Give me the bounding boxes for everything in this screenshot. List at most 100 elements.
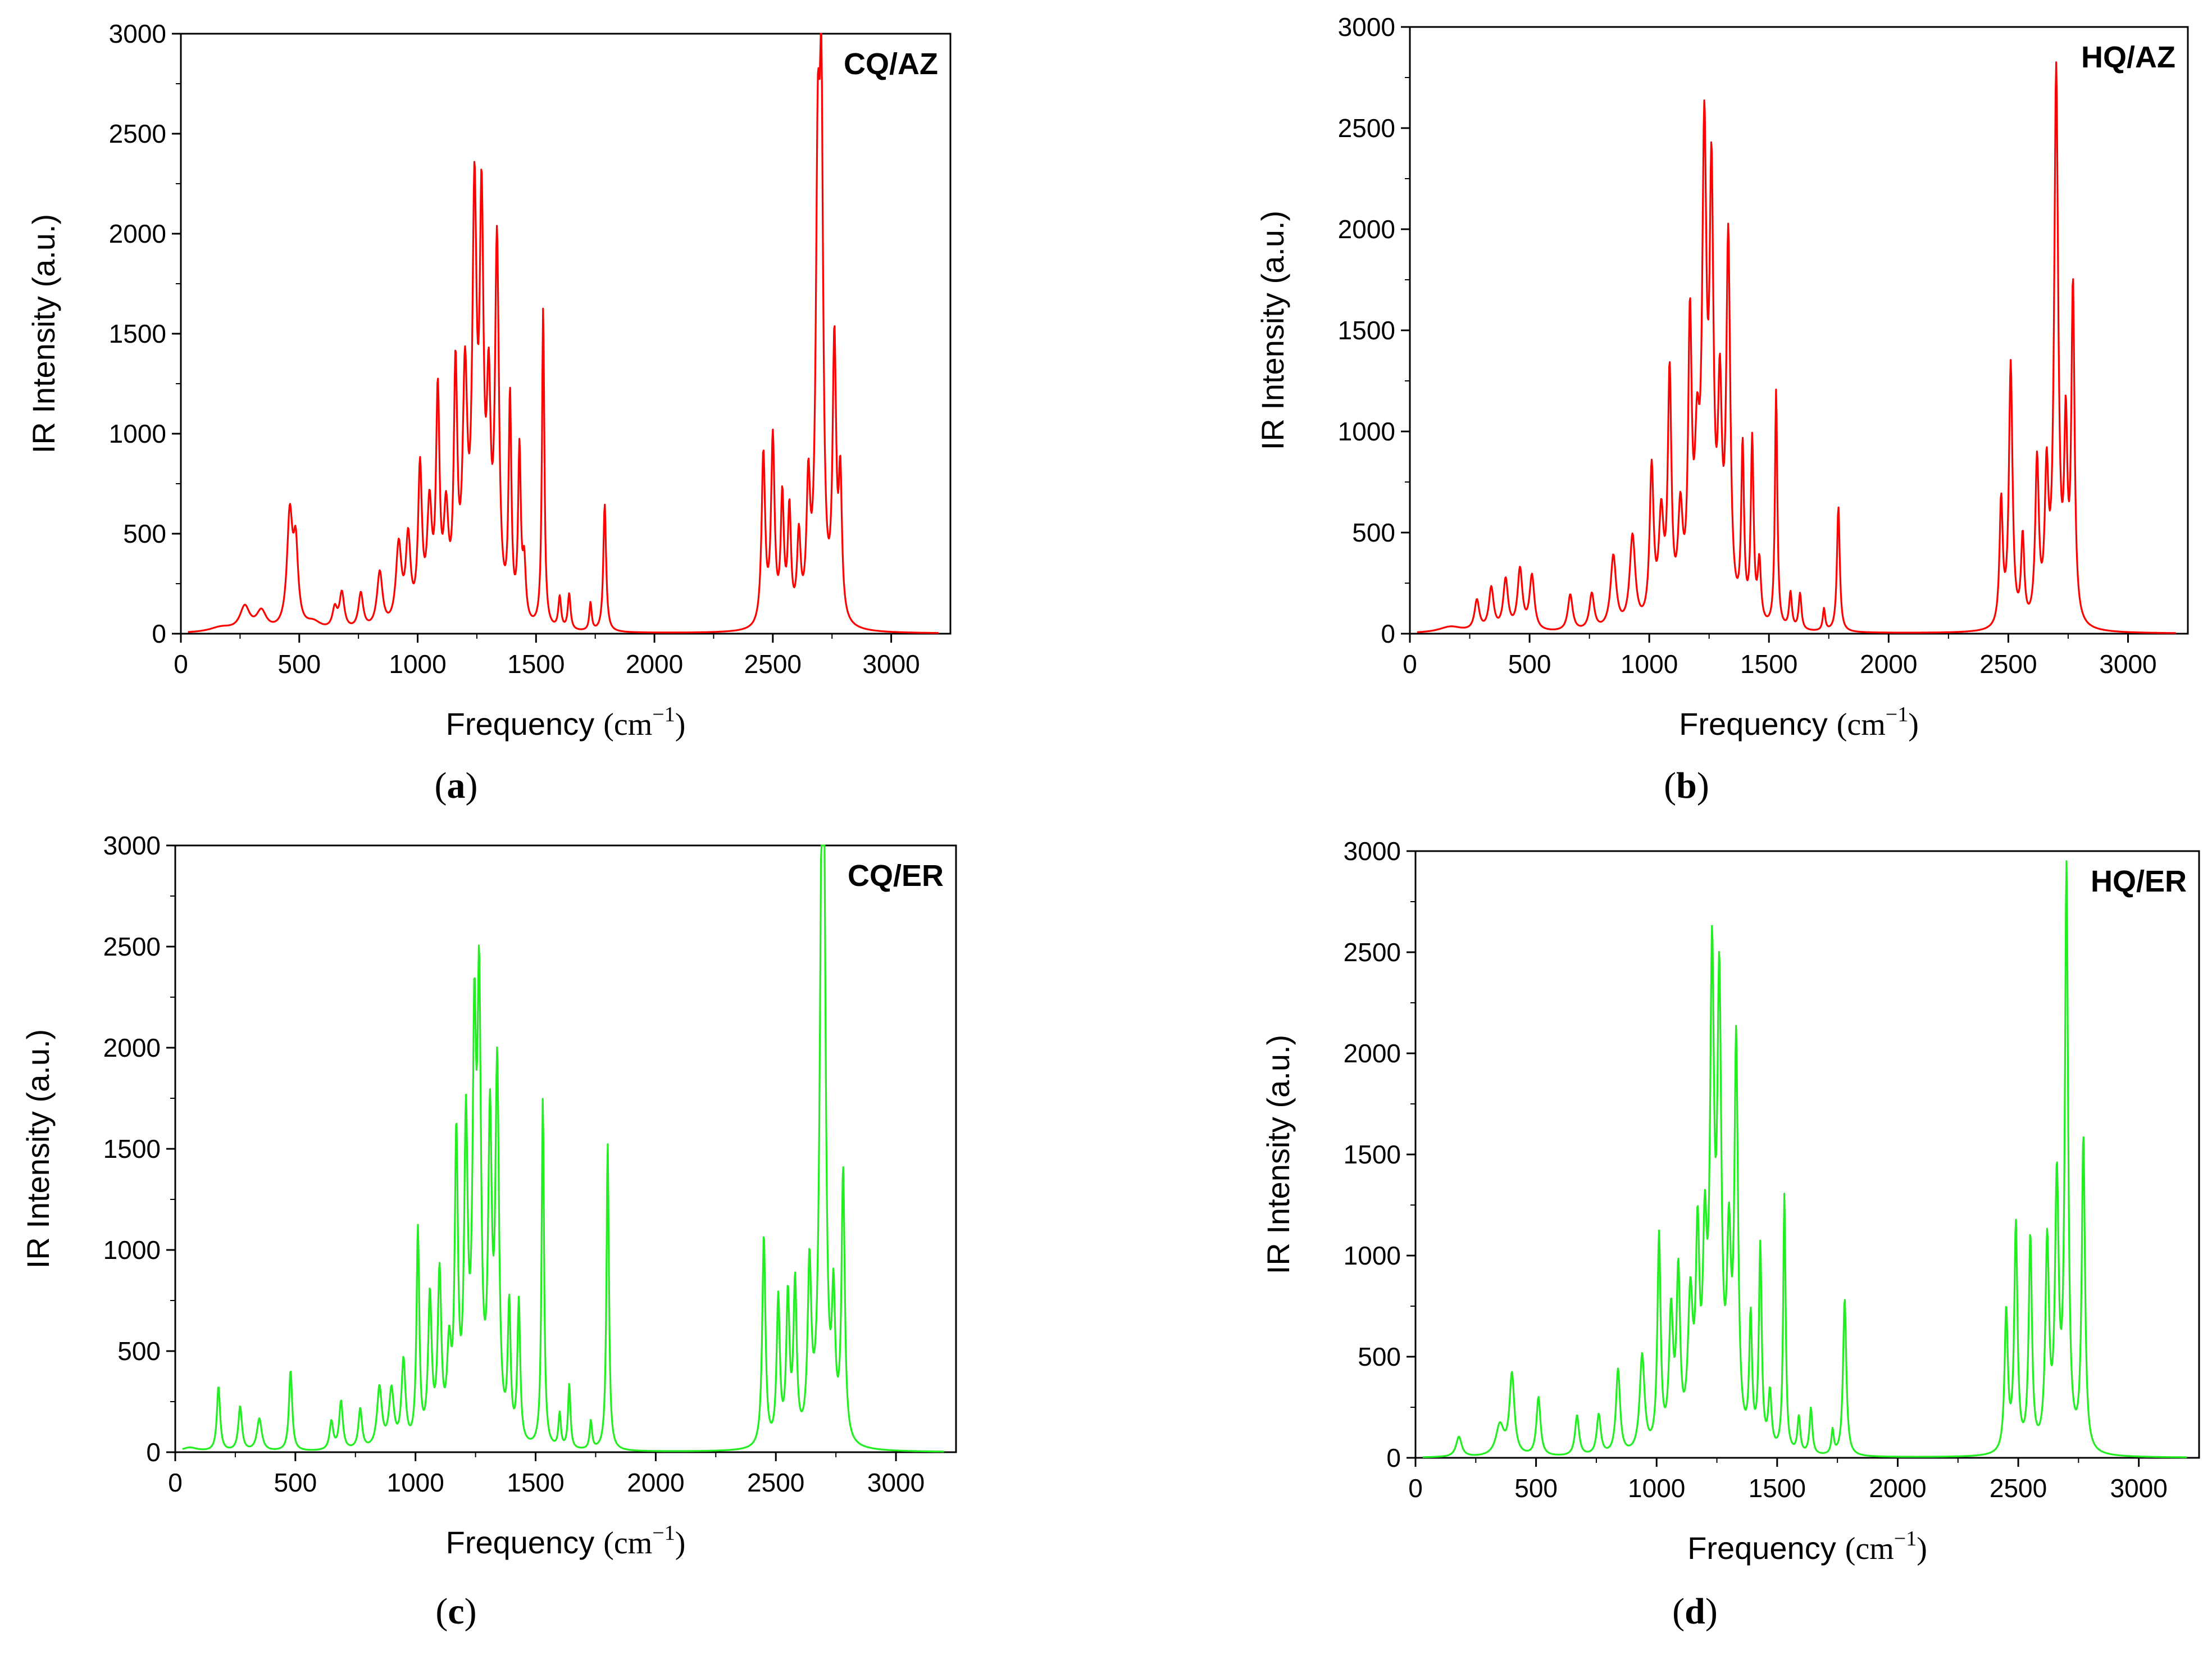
panel-caption: (d) [1672,1591,1718,1632]
y-tick-label: 0 [146,1438,161,1467]
x-axis-label: Frequency (cm−1) [446,1521,686,1561]
x-tick-label: 1500 [507,649,565,679]
y-tick-label: 3000 [103,831,161,860]
x-axis-label-exponent: −1 [652,1521,675,1545]
panel-b: 0 500 1000 1500 2000 2500 3000 0 500 1000 1500 2000… [1255,12,2189,742]
y-tick-label: 1000 [109,419,166,448]
x-axis-label-unit: cm [1855,1531,1894,1566]
y-tick-label: 500 [123,519,166,548]
y-tick-label: 0 [1386,1443,1401,1472]
x-axis-label-close-paren: ) [1917,1531,1927,1566]
x-tick-label: 500 [1508,649,1551,679]
y-tick-label: 3000 [1338,12,1395,42]
x-axis-label-close-paren: ) [675,1526,686,1561]
x-axis-label-text: Frequency [446,706,595,742]
panel-tag: CQ/AZ [844,47,938,81]
x-tick-label: 500 [277,649,321,679]
y-tick-label: 500 [117,1336,161,1366]
x-tick-label: 2000 [1860,649,1917,679]
x-tick-label: 3000 [2099,649,2156,679]
x-axis-label-open-paren: ( [603,1526,614,1561]
x-axis-label-open-paren: ( [1845,1531,1856,1566]
x-tick-label: 1500 [1749,1474,1806,1503]
x-axis-label: Frequency (cm−1) [446,703,686,742]
y-tick-label: 500 [1358,1342,1401,1371]
caption-letter: d [1685,1591,1705,1632]
x-tick-label: 1000 [387,1468,444,1497]
x-axis-label-open-paren: ( [603,707,614,742]
spectrum-line-hq-er [1422,860,2188,1458]
caption-close-paren: ) [1697,765,1709,806]
y-tick-label: 1000 [103,1235,161,1265]
x-tick-label: 1000 [389,649,446,679]
spectrum-line-cq-az [188,33,939,634]
y-tick-label: 1500 [103,1134,161,1163]
y-tick-label: 2500 [1338,113,1395,143]
caption-close-paren: ) [466,765,478,806]
x-tick-label: 1000 [1628,1474,1685,1503]
panel-caption: (a) [435,765,478,806]
caption-open-paren: ( [1664,765,1676,806]
x-tick-label: 3000 [862,649,920,679]
plot-frame [1409,26,2189,635]
y-tick-label: 0 [1381,619,1395,648]
panel-caption: (c) [435,1591,476,1632]
y-tick-label: 1000 [1338,417,1395,446]
panel-c: 0 500 1000 1500 2000 2500 3000 0 500 1000 1500 2000… [20,831,957,1561]
x-axis-label-text: Frequency [1679,706,1828,742]
y-axis-label: IR Intensity (a.u.) [20,1029,56,1268]
x-axis-label-exponent: −1 [1894,1527,1917,1551]
x-axis-label: Frequency (cm−1) [1687,1527,1927,1566]
x-axis-label-open-paren: ( [1837,707,1847,742]
x-tick-label: 3000 [2110,1474,2168,1503]
spectrum-line-cq-er [182,844,945,1453]
y-tick-label: 0 [152,619,166,648]
x-axis-label-unit: cm [614,1526,652,1561]
y-tick-label: 2000 [1338,215,1395,244]
y-tick-label: 3000 [1344,836,1401,866]
x-axis-label-close-paren: ) [675,707,686,742]
caption-letter: c [448,1591,464,1632]
y-tick-label: 2500 [109,119,166,148]
panel-a: 0 500 1000 1500 2000 2500 3000 0 500 1000 1500 2000… [26,19,952,742]
x-tick-label: 0 [1408,1474,1423,1503]
panel-tag: HQ/AZ [2081,40,2175,74]
y-tick-label: 2000 [103,1033,161,1062]
x-tick-label: 0 [168,1468,183,1497]
y-tick-label: 1500 [1344,1140,1401,1169]
x-axis-label-exponent: −1 [652,703,675,726]
x-axis-label-unit: cm [1847,707,1885,742]
x-axis-label-exponent: −1 [1886,703,1908,726]
caption-open-paren: ( [435,1591,448,1632]
panel-d: 0 500 1000 1500 2000 2500 3000 0 500 1000 1500 2000… [1260,836,2200,1566]
x-tick-label: 2500 [744,649,802,679]
x-tick-label: 2000 [626,649,683,679]
x-tick-label: 0 [1403,649,1417,679]
x-tick-label: 2000 [627,1468,684,1497]
panel-tag: HQ/ER [2091,865,2187,898]
caption-close-paren: ) [465,1591,477,1632]
y-axis-label: IR Intensity (a.u.) [1255,211,1290,450]
x-tick-label: 3000 [867,1468,925,1497]
x-tick-label: 2500 [1990,1474,2047,1503]
x-axis-label-text: Frequency [446,1525,595,1560]
x-tick-label: 2500 [747,1468,804,1497]
caption-close-paren: ) [1705,1591,1718,1632]
x-tick-label: 500 [274,1468,317,1497]
x-tick-label: 2000 [1869,1474,1926,1503]
y-axis-label: IR Intensity (a.u.) [26,214,61,453]
y-tick-label: 2500 [103,932,161,961]
y-tick-label: 2000 [109,219,166,248]
panel-tag: CQ/ER [848,859,944,893]
y-tick-label: 1500 [109,319,166,348]
x-tick-label: 2500 [1979,649,2037,679]
panel-caption: (b) [1664,765,1709,806]
x-axis-label: Frequency (cm−1) [1679,703,1919,742]
x-tick-label: 0 [174,649,188,679]
y-tick-label: 2500 [1344,938,1401,967]
x-tick-label: 1500 [507,1468,564,1497]
y-tick-label: 3000 [109,19,166,48]
caption-letter: b [1676,765,1697,806]
x-axis-label-unit: cm [614,707,652,742]
